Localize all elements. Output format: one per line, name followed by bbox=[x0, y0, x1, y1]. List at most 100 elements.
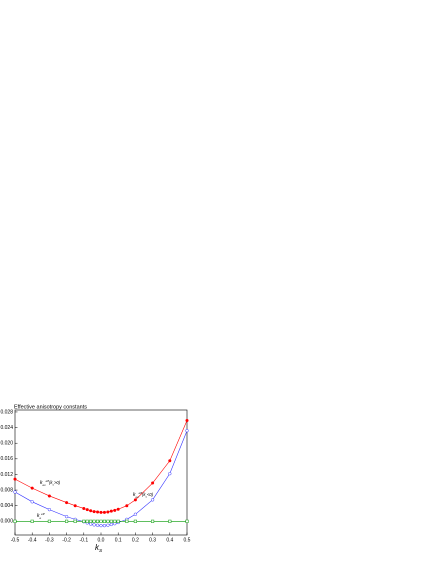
label-base: k bbox=[40, 480, 43, 486]
point bbox=[85, 508, 89, 512]
point bbox=[13, 519, 17, 523]
label-cond: (k bbox=[142, 492, 146, 497]
point bbox=[168, 459, 172, 463]
point bbox=[116, 507, 120, 511]
point bbox=[151, 481, 155, 485]
point bbox=[92, 510, 96, 514]
point bbox=[113, 508, 117, 512]
point bbox=[47, 519, 51, 523]
y-tick-label: 0.004 bbox=[0, 503, 13, 509]
label-sub: e bbox=[40, 516, 42, 520]
point bbox=[106, 523, 110, 527]
y-tick-label: 0.020 bbox=[0, 441, 13, 447]
x-tick-label: -0.3 bbox=[45, 537, 54, 543]
point bbox=[13, 477, 17, 481]
label-base: k bbox=[95, 543, 100, 552]
label-cond-sub: c bbox=[146, 495, 148, 498]
x-tick-label: 0.5 bbox=[184, 537, 191, 543]
y-tick-label: 0.000 bbox=[0, 519, 13, 525]
point bbox=[109, 522, 113, 527]
point bbox=[102, 519, 106, 523]
point bbox=[47, 507, 52, 512]
point bbox=[65, 501, 69, 505]
point bbox=[113, 519, 117, 523]
series-line bbox=[14, 420, 188, 513]
point bbox=[185, 519, 189, 523]
point bbox=[92, 523, 96, 527]
x-tick-label: 0.4 bbox=[166, 537, 173, 543]
point bbox=[92, 519, 96, 523]
y-tick-label: 0.012 bbox=[0, 472, 13, 478]
point bbox=[168, 519, 172, 523]
point bbox=[64, 514, 69, 519]
y-tick-label: 0.028 bbox=[0, 409, 13, 415]
point bbox=[185, 419, 189, 423]
label-cond: (k bbox=[49, 480, 53, 485]
point bbox=[96, 510, 100, 514]
label-sup: eff bbox=[46, 479, 51, 483]
x-tick-label: -0.4 bbox=[28, 537, 37, 543]
point bbox=[168, 472, 172, 476]
point bbox=[102, 523, 107, 528]
point bbox=[125, 519, 129, 523]
point bbox=[89, 519, 93, 523]
annotation: kexeff(kc<0) bbox=[133, 491, 154, 499]
point bbox=[133, 519, 137, 523]
x-tick-label: -0.5 bbox=[11, 537, 20, 543]
chart-title: Effective anisotropy constants bbox=[14, 404, 87, 410]
label-base: k bbox=[37, 513, 40, 519]
point bbox=[102, 510, 106, 514]
annotation: keeff bbox=[37, 512, 46, 520]
point bbox=[106, 510, 110, 514]
x-axis-label: kS bbox=[95, 543, 103, 554]
point bbox=[13, 490, 17, 494]
point bbox=[109, 509, 113, 513]
label-sub: ex bbox=[43, 483, 47, 487]
y-tick-label: 0.024 bbox=[0, 425, 13, 431]
label-sub: S bbox=[99, 548, 103, 554]
point bbox=[47, 494, 51, 498]
y-tick-label: 0.016 bbox=[0, 456, 13, 462]
point bbox=[96, 519, 100, 523]
label-cond-sub: c bbox=[53, 483, 55, 486]
label-sup: eff bbox=[139, 491, 144, 495]
label-sub: ex bbox=[136, 495, 140, 499]
point bbox=[95, 523, 100, 527]
x-tick-label: 0.3 bbox=[149, 537, 156, 543]
label-cond-rest: <0) bbox=[147, 492, 154, 497]
point bbox=[151, 519, 155, 523]
point bbox=[30, 486, 34, 490]
point bbox=[133, 512, 138, 516]
point bbox=[99, 510, 103, 514]
point bbox=[73, 519, 77, 523]
point bbox=[99, 523, 103, 528]
point bbox=[116, 519, 120, 523]
label-base: k bbox=[133, 492, 136, 498]
point bbox=[150, 498, 155, 502]
label-cond-rest: >0) bbox=[54, 480, 61, 485]
point bbox=[133, 498, 137, 502]
point bbox=[89, 509, 93, 513]
x-tick-label: 0.1 bbox=[115, 537, 122, 543]
label-sup: eff bbox=[41, 512, 46, 516]
annotation: kexeff(kc>0) bbox=[40, 479, 61, 487]
point bbox=[85, 519, 89, 523]
point bbox=[82, 519, 86, 523]
point bbox=[89, 522, 93, 526]
point bbox=[30, 519, 34, 523]
y-tick-label: 0.008 bbox=[0, 487, 13, 493]
point bbox=[82, 506, 86, 510]
x-tick-label: -0.1 bbox=[79, 537, 88, 543]
x-tick-label: 0.2 bbox=[132, 537, 139, 543]
point bbox=[109, 519, 113, 523]
point bbox=[106, 519, 110, 523]
point bbox=[185, 429, 189, 433]
point bbox=[125, 504, 129, 508]
point bbox=[99, 519, 103, 523]
point bbox=[30, 500, 34, 504]
point bbox=[73, 504, 77, 508]
point bbox=[65, 519, 69, 523]
x-tick-label: -0.2 bbox=[62, 537, 71, 543]
x-tick-label: 0.0 bbox=[98, 537, 105, 543]
